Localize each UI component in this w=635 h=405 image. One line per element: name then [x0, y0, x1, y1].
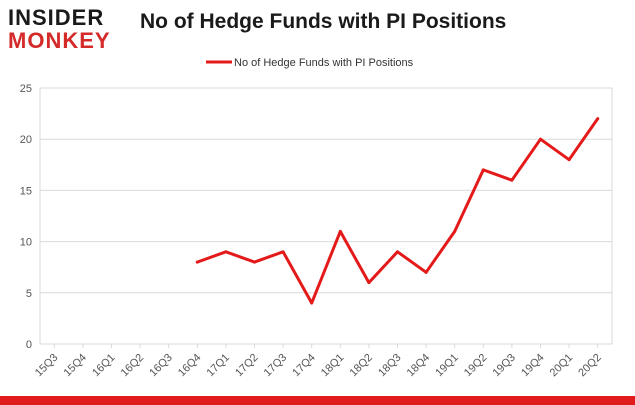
data-point [453, 229, 457, 233]
data-point [338, 229, 342, 233]
grid-layer [39, 87, 613, 345]
data-point [281, 250, 285, 254]
x-tick-label: 16Q2 [119, 352, 147, 380]
data-point [396, 250, 399, 254]
bottom-accent-bar [0, 396, 635, 405]
data-point [253, 260, 256, 264]
chart-title: No of Hedge Funds with PI Positions [140, 10, 507, 33]
x-tick-label: 18Q4 [405, 352, 433, 380]
insider-monkey-logo: INSIDER MONKEY [8, 6, 116, 54]
data-point [510, 178, 514, 182]
data-point [310, 301, 314, 305]
x-tick-label: 16Q1 [90, 352, 118, 380]
x-tick-label: 19Q3 [490, 352, 518, 380]
x-tick-label: 16Q4 [176, 352, 204, 380]
logo-line-1: INSIDER [8, 5, 105, 30]
data-point [539, 137, 542, 141]
x-tick-label: 18Q1 [319, 352, 347, 380]
x-tick-label: 17Q2 [233, 352, 261, 380]
data-point [567, 158, 571, 162]
x-tick-label: 16Q3 [147, 352, 175, 380]
x-tick-label: 20Q2 [576, 352, 604, 380]
series-line [195, 117, 600, 305]
y-tick-label: 25 [20, 83, 32, 95]
data-point [367, 281, 371, 285]
y-tick-label: 15 [20, 185, 32, 197]
legend-label: No of Hedge Funds with PI Positions [234, 57, 414, 69]
y-tick-label: 10 [20, 237, 32, 249]
legend-layer: No of Hedge Funds with PI Positions [206, 57, 414, 69]
x-tick-label: 17Q4 [290, 352, 318, 380]
x-tick-label: 19Q2 [462, 352, 490, 380]
logo-line-2: MONKEY [8, 28, 111, 53]
data-point [481, 168, 485, 172]
data-point [596, 117, 600, 121]
y-tick-label: 0 [26, 339, 32, 351]
x-tick-label: 19Q4 [519, 352, 547, 380]
data-point [224, 250, 228, 254]
data-point [195, 260, 199, 264]
x-tick-label: 18Q2 [347, 352, 375, 380]
y-tick-label: 5 [26, 288, 32, 300]
series-layer [195, 117, 600, 305]
x-tick-label: 18Q3 [376, 352, 404, 380]
x-tick-label: 17Q1 [204, 352, 232, 380]
x-tick-label: 15Q4 [61, 352, 89, 380]
x-tick-label: 15Q3 [33, 352, 61, 380]
x-tick-label: 20Q1 [548, 352, 576, 380]
x-tick-label: 17Q3 [262, 352, 290, 380]
x-tick-label: 19Q1 [433, 352, 461, 380]
y-tick-label: 20 [20, 134, 32, 146]
data-point [424, 270, 428, 274]
